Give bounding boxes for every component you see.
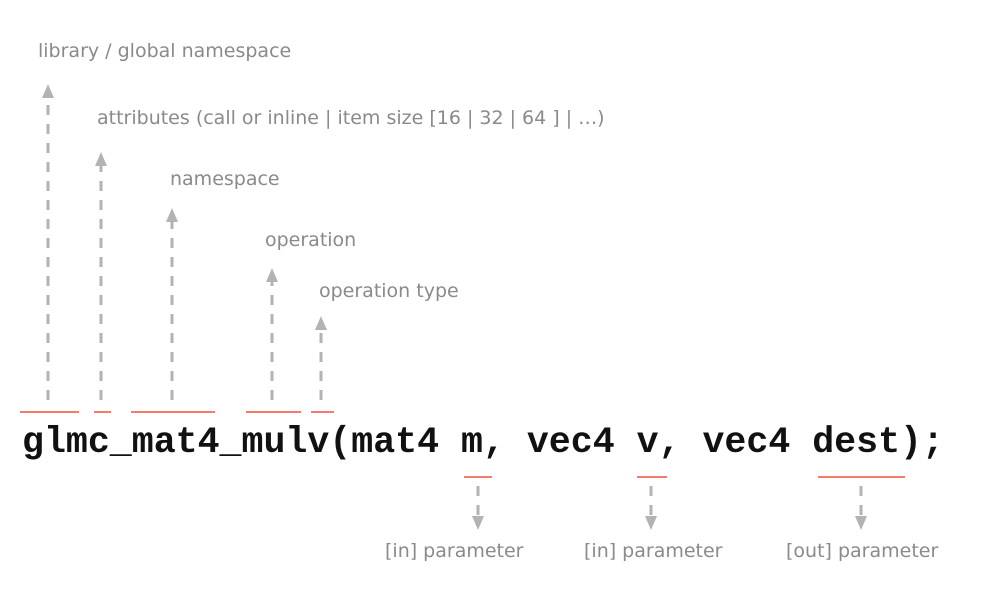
arrow-down-icon: [855, 516, 867, 530]
label-operation-type: operation type: [319, 280, 459, 302]
label-namespace: namespace: [170, 168, 280, 190]
arrow-up-icon: [42, 84, 54, 98]
arrow-up-icon: [315, 316, 327, 330]
label-out-parameter-dest: [out] parameter: [786, 540, 938, 562]
arrow-down-icon: [645, 516, 657, 530]
arrow-up-icon: [166, 208, 178, 222]
label-operation: operation: [265, 229, 356, 251]
label-library-namespace: library / global namespace: [38, 40, 291, 62]
arrow-up-icon: [95, 152, 107, 166]
label-in-parameter-v: [in] parameter: [584, 540, 723, 562]
arrow-up-icon: [266, 268, 278, 282]
up-arrows: [42, 84, 327, 400]
label-in-parameter-m: [in] parameter: [385, 540, 524, 562]
arrow-down-icon: [472, 516, 484, 530]
label-attributes: attributes (call or inline | item size […: [97, 107, 605, 129]
down-arrows: [472, 486, 867, 530]
function-signature: glmc_mat4_mulv(mat4 m, vec4 v, vec4 dest…: [22, 422, 944, 463]
